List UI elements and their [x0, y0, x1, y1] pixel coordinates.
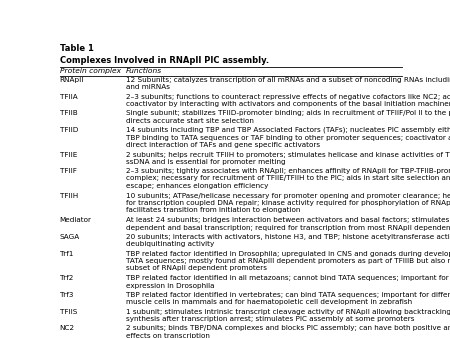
Text: TFIIE: TFIIE	[60, 151, 77, 158]
Text: TFIIH: TFIIH	[60, 193, 78, 199]
Text: 14 subunits including TBP and TBP Associated Factors (TAFs); nucleates PIC assem: 14 subunits including TBP and TBP Associ…	[126, 127, 450, 148]
Text: TFIIB: TFIIB	[60, 110, 77, 116]
Text: TBP related factor identified in Drosophila; upregulated in CNS and gonads durin: TBP related factor identified in Drosoph…	[126, 251, 450, 271]
Text: 2 subunits; helps recruit TFIIH to promoters; stimulates helicase and kinase act: 2 subunits; helps recruit TFIIH to promo…	[126, 151, 450, 165]
Text: 2 subunits; binds TBP/DNA complexes and blocks PIC assembly; can have both posit: 2 subunits; binds TBP/DNA complexes and …	[126, 325, 450, 338]
Text: TFIIS: TFIIS	[60, 309, 77, 315]
Text: At least 24 subunits; bridges interaction between activators and basal factors; : At least 24 subunits; bridges interactio…	[126, 217, 450, 231]
Text: 2–3 subunits; functions to counteract repressive effects of negative cofactors l: 2–3 subunits; functions to counteract re…	[126, 94, 450, 107]
Text: TFIIF: TFIIF	[60, 168, 76, 174]
Text: Table 1: Table 1	[60, 44, 94, 53]
Text: 20 subunits; interacts with activators, histone H3, and TBP; histone acetyltrans: 20 subunits; interacts with activators, …	[126, 234, 450, 247]
Text: Protein complex: Protein complex	[60, 68, 121, 74]
Text: Single subunit; stabilizes TFIID-promoter binding; aids in recruitment of TFIIF/: Single subunit; stabilizes TFIID-promote…	[126, 110, 450, 124]
Text: 2–3 subunits; tightly associates with RNApII; enhances affinity of RNApII for TB: 2–3 subunits; tightly associates with RN…	[126, 168, 450, 189]
Text: 1 subunit; stimulates intrinsic transcript cleavage activity of RNApII allowing : 1 subunit; stimulates intrinsic transcri…	[126, 309, 450, 322]
Text: Trf2: Trf2	[60, 275, 73, 281]
Text: TFIIA: TFIIA	[60, 94, 77, 100]
Text: RNApII: RNApII	[60, 77, 84, 83]
Text: SAGA: SAGA	[60, 234, 80, 240]
Text: Functions: Functions	[126, 68, 162, 74]
Text: TFIID: TFIID	[60, 127, 78, 133]
Text: Complexes Involved in RNApII PIC assembly.: Complexes Involved in RNApII PIC assembl…	[60, 56, 269, 65]
Text: Mediator: Mediator	[60, 217, 92, 223]
Text: TBP related factor identified in all metazoans; cannot bind TATA sequences; impo: TBP related factor identified in all met…	[126, 275, 450, 289]
Text: Trf3: Trf3	[60, 292, 73, 298]
Text: TBP related factor identified in vertebrates; can bind TATA sequences; important: TBP related factor identified in vertebr…	[126, 292, 450, 305]
Text: 12 Subunits; catalyzes transcription of all mRNAs and a subset of noncoding RNAs: 12 Subunits; catalyzes transcription of …	[126, 77, 450, 90]
Text: Trf1: Trf1	[60, 251, 73, 257]
Text: NC2: NC2	[60, 325, 75, 331]
Text: 10 subunits; ATPase/helicase necessary for promoter opening and promoter clearan: 10 subunits; ATPase/helicase necessary f…	[126, 193, 450, 213]
